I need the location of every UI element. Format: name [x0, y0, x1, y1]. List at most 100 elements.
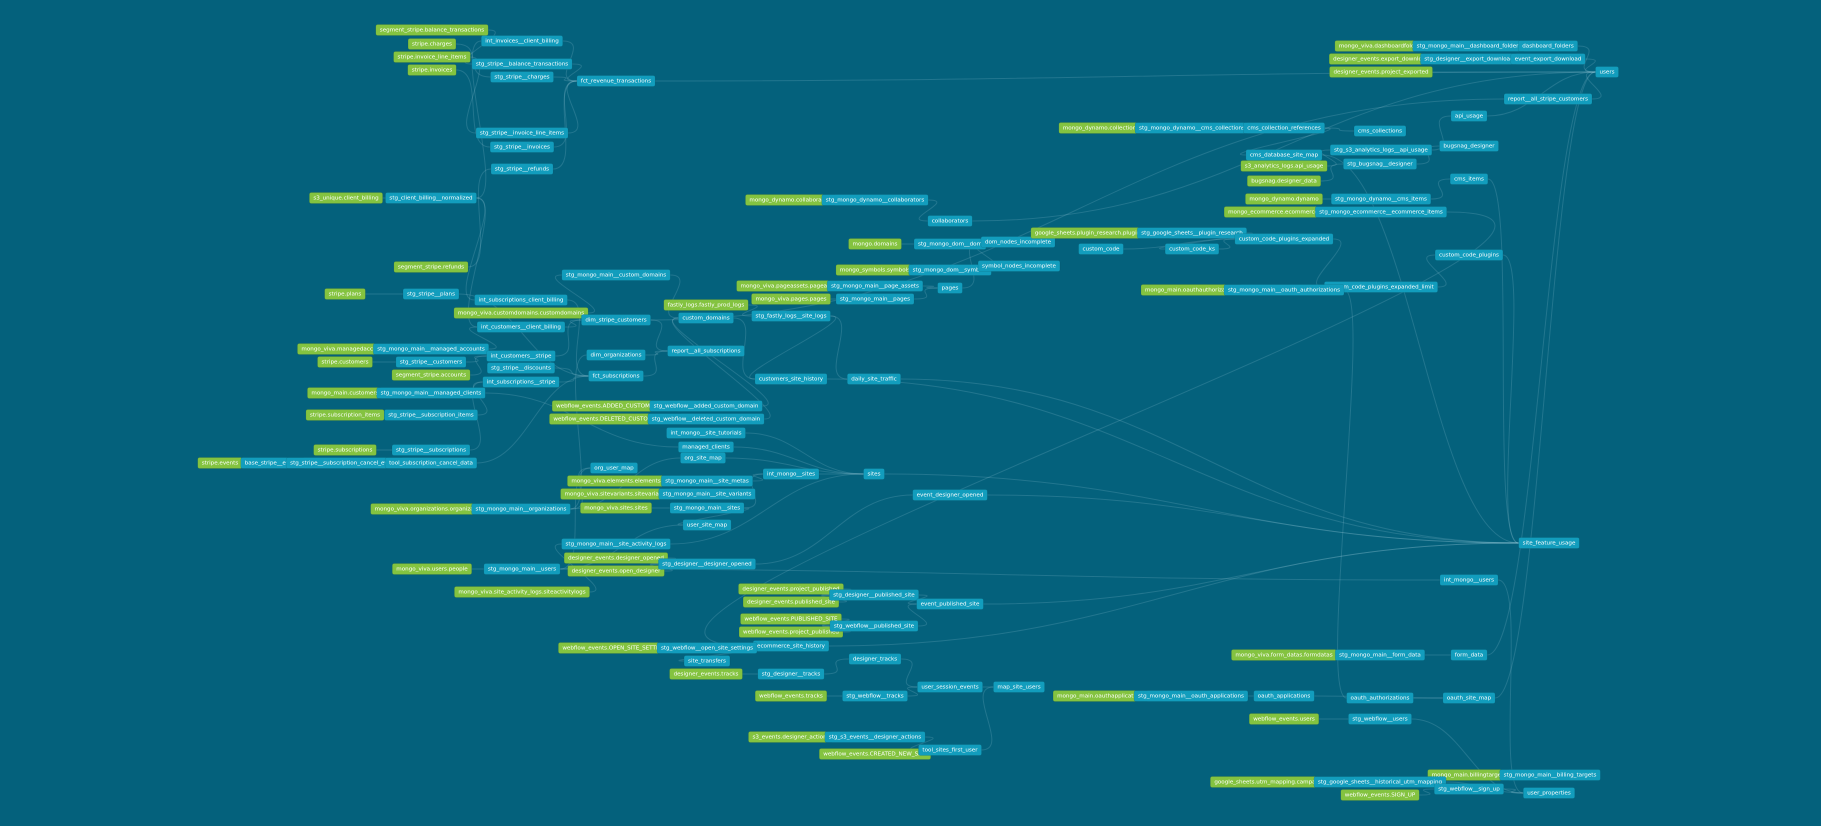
graph-node-source[interactable]: mongo_viva.pages.pages: [751, 293, 831, 305]
node-box[interactable]: [471, 503, 571, 515]
node-box[interactable]: [392, 563, 472, 575]
graph-node-source[interactable]: mongo_viva.customdomains.customdomains: [453, 307, 589, 319]
graph-node-source[interactable]: stripe.events: [197, 457, 243, 469]
graph-node-source[interactable]: designer_events.project_published: [738, 583, 844, 595]
node-box[interactable]: [391, 444, 471, 456]
node-box[interactable]: [1246, 175, 1322, 187]
node-box[interactable]: [658, 558, 756, 570]
node-box[interactable]: [590, 462, 638, 474]
node-box[interactable]: [649, 400, 763, 412]
graph-node-source[interactable]: designer_events.published_site: [742, 596, 840, 608]
graph-node-model[interactable]: user_properties: [1522, 787, 1576, 799]
node-box[interactable]: [1240, 160, 1328, 172]
node-box[interactable]: [393, 51, 471, 63]
graph-node-source[interactable]: designer_events.tracks: [669, 668, 743, 680]
node-box[interactable]: [912, 489, 988, 501]
graph-node-model[interactable]: stg_s3_analytics_logs__api_usage: [1329, 144, 1433, 156]
graph-node-model[interactable]: custom_code_plugins: [1434, 249, 1504, 261]
graph-node-model[interactable]: stg_mongo_main__users: [483, 563, 561, 575]
node-box[interactable]: [1439, 574, 1499, 586]
graph-node-source[interactable]: stripe.plans: [324, 288, 366, 300]
graph-node-model[interactable]: stg_stripe__charges: [490, 71, 554, 83]
graph-node-source[interactable]: designer_events.open_designer: [567, 565, 665, 577]
graph-node-source[interactable]: mongo_viva.elements.elements: [567, 475, 665, 487]
node-box[interactable]: [586, 349, 646, 361]
graph-node-source[interactable]: mongo_viva.users.people: [392, 563, 472, 575]
graph-node-source[interactable]: stripe.charges: [407, 38, 457, 50]
node-box[interactable]: [916, 598, 984, 610]
node-box[interactable]: [993, 681, 1045, 693]
node-box[interactable]: [1343, 158, 1417, 170]
graph-node-source[interactable]: mongo_viva.form_datas.formdatas: [1231, 649, 1337, 661]
graph-node-model[interactable]: map_site_users: [993, 681, 1045, 693]
node-box[interactable]: [561, 269, 671, 281]
graph-node-source[interactable]: stripe.invoices: [407, 64, 457, 76]
node-box[interactable]: [453, 307, 589, 319]
graph-node-model[interactable]: stg_mongo_ecommerce__ecommerce_items: [1314, 206, 1448, 218]
node-box[interactable]: [561, 538, 671, 550]
node-box[interactable]: [1313, 776, 1447, 788]
node-box[interactable]: [384, 457, 478, 469]
node-box[interactable]: [742, 596, 840, 608]
graph-node-model[interactable]: stg_stripe__customers: [395, 356, 467, 368]
node-box[interactable]: [863, 468, 885, 480]
node-box[interactable]: [829, 620, 919, 632]
graph-node-source[interactable]: s3_events.designer_actions: [748, 731, 834, 743]
node-box[interactable]: [1078, 243, 1124, 255]
node-box[interactable]: [669, 502, 745, 514]
node-box[interactable]: [393, 261, 469, 273]
graph-node-model[interactable]: int_mongo__users: [1439, 574, 1499, 586]
node-box[interactable]: [1353, 125, 1407, 137]
node-box[interactable]: [667, 345, 745, 357]
node-box[interactable]: [395, 356, 467, 368]
graph-node-model[interactable]: stg_designer__designer_opened: [658, 558, 756, 570]
graph-node-model[interactable]: stg_mongo_main__custom_domains: [561, 269, 671, 281]
graph-node-source[interactable]: fastly_logs.fastly_prod_logs: [663, 299, 749, 311]
graph-node-source[interactable]: segment_stripe.balance_transactions: [375, 24, 489, 36]
graph-node-model[interactable]: stg_designer__tracks: [757, 668, 825, 680]
graph-node-source[interactable]: webflow_events.tracks: [754, 690, 828, 702]
node-box[interactable]: [1595, 66, 1619, 78]
graph-node-source[interactable]: mongo_viva.sites.sites: [580, 502, 652, 514]
graph-node-model[interactable]: oauth_authorizations: [1346, 692, 1414, 704]
graph-node-model[interactable]: stg_stripe__invoice_line_items: [475, 127, 569, 139]
node-box[interactable]: [835, 293, 915, 305]
node-box[interactable]: [375, 24, 489, 36]
node-box[interactable]: [317, 356, 373, 368]
node-box[interactable]: [751, 293, 831, 305]
graph-node-model[interactable]: oauth_applications: [1253, 690, 1315, 702]
graph-node-model[interactable]: stg_mongo_main__page_assets: [826, 280, 924, 292]
node-box[interactable]: [1245, 193, 1323, 205]
graph-node-source[interactable]: webflow_events.CREATED_NEW_SITE: [819, 748, 931, 760]
graph-node-source[interactable]: mongo_viva.site_activity_logs.siteactivi…: [454, 586, 590, 598]
graph-node-model[interactable]: collaborators: [927, 215, 973, 227]
node-box[interactable]: [372, 343, 490, 355]
graph-node-source[interactable]: s3_analytics_logs.api_usage: [1240, 160, 1328, 172]
node-box[interactable]: [407, 38, 457, 50]
node-box[interactable]: [1348, 713, 1412, 725]
node-box[interactable]: [829, 589, 919, 601]
graph-node-model[interactable]: stg_stripe__discounts: [486, 362, 556, 374]
graph-node-model[interactable]: users: [1595, 66, 1619, 78]
graph-node-model[interactable]: fct_subscriptions: [588, 370, 644, 382]
node-box[interactable]: [1450, 110, 1488, 122]
graph-node-model[interactable]: stg_mongo_main__billing_targets: [1499, 769, 1601, 781]
graph-node-model[interactable]: stg_mongo_main__site_metas: [660, 475, 754, 487]
graph-node-model[interactable]: stg_google_sheets__plugin_research: [1136, 227, 1248, 239]
graph-node-source[interactable]: designer_events.project_exported: [1329, 66, 1433, 78]
node-box[interactable]: [647, 413, 765, 425]
node-box[interactable]: [486, 350, 556, 362]
graph-node-source[interactable]: designer_events.designer_opened: [563, 552, 669, 564]
node-box[interactable]: [454, 586, 590, 598]
graph-node-model[interactable]: stg_stripe__invoices: [489, 141, 555, 153]
graph-node-model[interactable]: dom_nodes_incomplete: [980, 236, 1056, 248]
node-box[interactable]: [669, 668, 743, 680]
graph-node-model[interactable]: symbol_nodes_incomplete: [977, 260, 1061, 272]
graph-node-model[interactable]: report__all_subscriptions: [667, 345, 745, 357]
graph-node-model[interactable]: stg_mongo_dom__symbols: [908, 264, 992, 276]
node-box[interactable]: [754, 373, 828, 385]
node-box[interactable]: [682, 519, 732, 531]
graph-node-source[interactable]: mongo_dynamo.collaborators: [745, 194, 837, 206]
node-box[interactable]: [740, 613, 842, 625]
graph-node-source[interactable]: mongo_main.oauthauthorizations: [1140, 284, 1244, 296]
